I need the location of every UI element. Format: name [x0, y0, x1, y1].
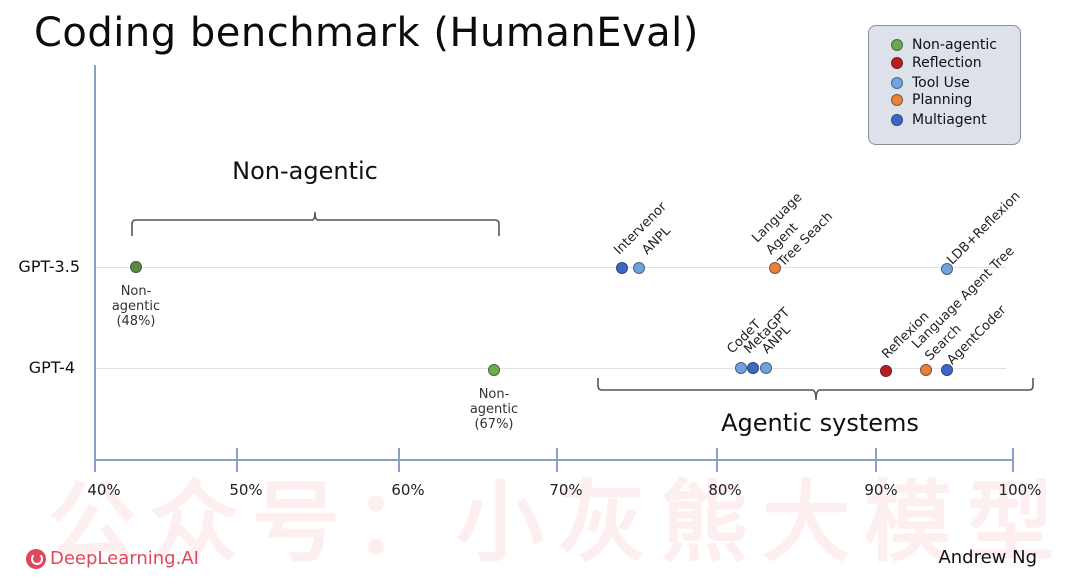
- x-tick-label: 90%: [864, 481, 898, 499]
- point-gpt4-codet[interactable]: [735, 362, 747, 374]
- label-gpt35-non-agentic: Non- agentic (48%): [111, 284, 161, 329]
- x-tick-60: [398, 448, 400, 472]
- x-tick-90: [875, 448, 877, 472]
- point-gpt4-anpl[interactable]: [760, 362, 772, 374]
- label-gpt4-non-agentic: Non- agentic (67%): [469, 387, 519, 432]
- point-gpt35-non-agentic[interactable]: [130, 261, 142, 273]
- gridline-gpt35: [96, 267, 1006, 268]
- point-gpt35-intervenor[interactable]: [616, 262, 628, 274]
- x-tick-label: 80%: [708, 481, 742, 499]
- y-axis: [94, 65, 96, 460]
- x-tick-label: 70%: [549, 481, 583, 499]
- x-tick-50: [236, 448, 238, 472]
- point-gpt4-metagpt[interactable]: [747, 362, 759, 374]
- y-label-gpt35: GPT-3.5: [18, 257, 80, 276]
- x-tick-label: 100%: [998, 481, 1042, 499]
- logo-text: DeepLearning.AI: [50, 548, 199, 569]
- point-gpt4-non-agentic[interactable]: [488, 364, 500, 376]
- x-tick-label: 60%: [391, 481, 425, 499]
- legend-label: Non-agentic: [912, 37, 997, 53]
- legend-label: Multiagent: [912, 112, 987, 128]
- legend-item-reflection: Reflection: [891, 55, 982, 71]
- legend-label: Reflection: [912, 55, 982, 71]
- gridline-gpt4: [96, 368, 1006, 369]
- point-gpt35-lats[interactable]: [769, 262, 781, 274]
- agentic-systems-bracket-label: Agentic systems: [721, 409, 919, 437]
- x-tick-80: [716, 448, 718, 472]
- watermark: 公众号：小灰熊大模型: [48, 471, 1069, 574]
- point-gpt4-agentcoder[interactable]: [941, 364, 953, 376]
- x-tick-70: [556, 448, 558, 472]
- legend-dot-icon: [891, 94, 903, 106]
- legend-item-planning: Planning: [891, 92, 972, 108]
- non-agentic-bracket-label: Non-agentic: [232, 157, 378, 185]
- x-tick-label: 40%: [87, 481, 121, 499]
- legend-item-multiagent: Multiagent: [891, 112, 987, 128]
- deeplearning-logo-icon: [26, 548, 46, 569]
- point-gpt4-reflexion[interactable]: [880, 365, 892, 377]
- x-tick-100: [1012, 448, 1014, 472]
- legend-label: Tool Use: [912, 75, 970, 91]
- x-tick-40: [94, 448, 96, 472]
- legend-label: Planning: [912, 92, 973, 108]
- point-gpt35-ldb-reflexion[interactable]: [941, 263, 953, 275]
- point-gpt4-lats[interactable]: [920, 364, 932, 376]
- deeplearning-ai-logo: DeepLearning.AI: [26, 548, 199, 569]
- author-name: Andrew Ng: [938, 547, 1037, 568]
- y-label-gpt4: GPT-4: [28, 358, 75, 377]
- point-gpt35-anpl[interactable]: [633, 262, 645, 274]
- legend-item-tool-use: Tool Use: [891, 75, 970, 91]
- legend-dot-icon: [891, 39, 903, 51]
- legend-dot-icon: [891, 57, 903, 69]
- legend-dot-icon: [891, 114, 903, 126]
- x-axis: [94, 459, 1014, 461]
- legend-dot-icon: [891, 77, 903, 89]
- legend: Non-agentic Reflection Tool Use Planning…: [868, 25, 1021, 145]
- chart-title: Coding benchmark (HumanEval): [34, 10, 699, 56]
- x-tick-label: 50%: [229, 481, 263, 499]
- legend-item-non-agentic: Non-agentic: [891, 37, 997, 53]
